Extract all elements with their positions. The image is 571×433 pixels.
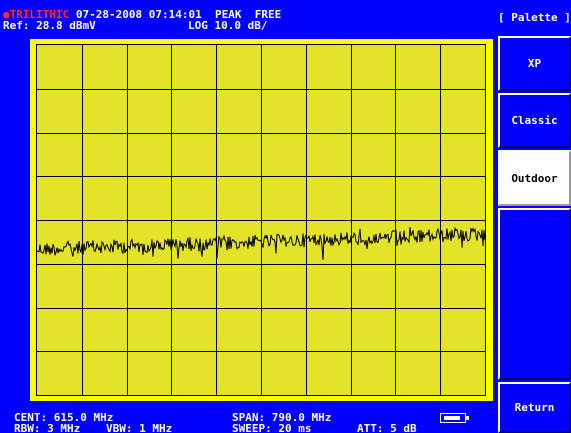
softkey-xp[interactable]: XP <box>498 36 571 91</box>
rbw-readout: RBW: 3 MHz <box>14 423 80 433</box>
menu-title: [ Palette ] <box>498 11 571 24</box>
battery-icon <box>440 413 466 423</box>
sweep-time: SWEEP: 20 ms <box>232 423 311 433</box>
vbw-readout: VBW: 1 MHz <box>106 423 172 433</box>
attenuation: ATT: 5 dB <box>357 423 417 433</box>
graticule <box>36 44 486 396</box>
softkey-outdoor[interactable]: Outdoor <box>498 150 571 206</box>
softkey-classic[interactable]: Classic <box>498 93 571 148</box>
softkey-return[interactable]: Return <box>498 382 571 433</box>
graticule-svg <box>37 45 485 395</box>
ref-level: Ref: 28.8 dBmV <box>3 20 96 31</box>
softkey-blank <box>498 208 571 380</box>
scale-readout: LOG 10.0 dB/ <box>188 20 267 31</box>
